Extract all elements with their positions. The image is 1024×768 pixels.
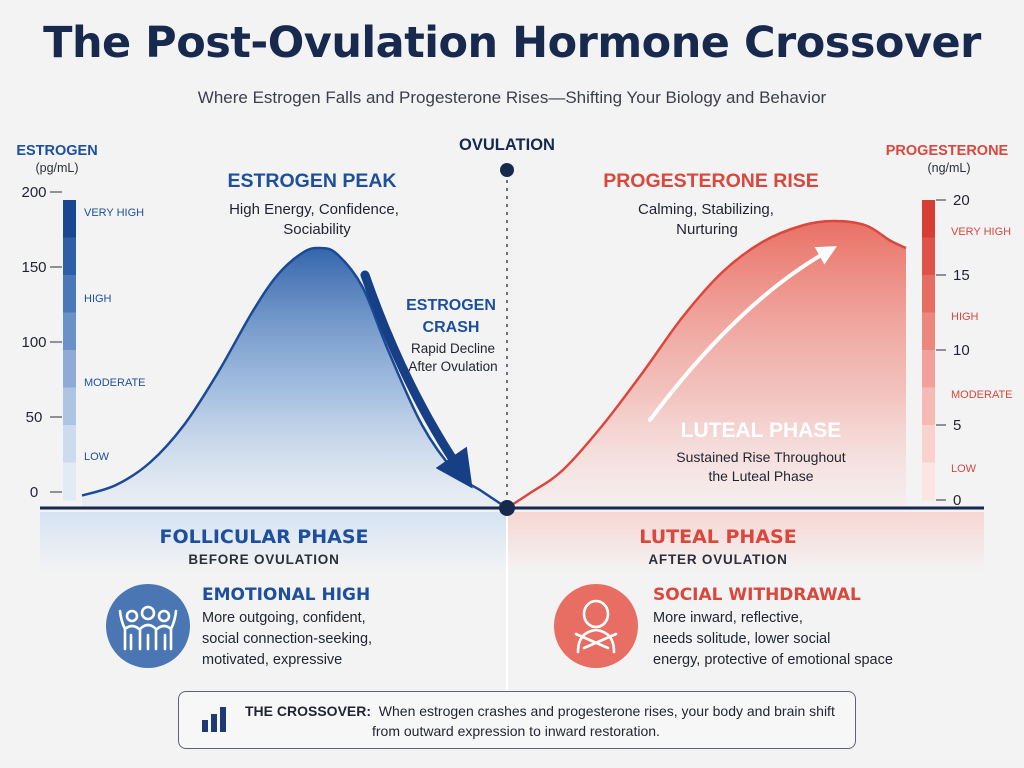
progesterone-tick-label: 20: [953, 192, 970, 209]
progesterone-rise-title: PROGESTERONE RISE: [603, 170, 819, 192]
progesterone-scale-segment: [922, 275, 935, 313]
estrogen-tick-label: 100: [21, 334, 46, 351]
estrogen-axis-unit: (pg/mL): [35, 161, 78, 175]
emotional-high-desc: More outgoing, confident, social connect…: [202, 608, 462, 671]
page-title: The Post-Ovulation Hormone Crossover: [43, 18, 981, 68]
estrogen-tick-label: 50: [26, 409, 43, 426]
estrogen-scale-segment: [63, 312, 76, 351]
progesterone-scale-segment: [922, 387, 935, 426]
ovulation-label: OVULATION: [459, 136, 555, 154]
luteal-phase-sub: AFTER OVULATION: [648, 552, 788, 567]
progesterone-scale-segment: [922, 425, 935, 463]
follicular-phase-label: FOLLICULAR PHASE: [159, 526, 369, 548]
emotional-high-line-3: motivated, expressive: [202, 652, 343, 668]
bar-chart-icon: [202, 707, 226, 732]
estrogen-peak-text-1: High Energy, Confidence,: [229, 201, 399, 218]
estrogen-peak-title: ESTROGEN PEAK: [227, 170, 396, 192]
crossover-line-1: When estrogen crashes and progesterone r…: [378, 703, 835, 719]
estrogen-crash-text-2: After Ovulation: [408, 359, 497, 374]
progesterone-band-label: HIGH: [951, 311, 979, 323]
follicular-panel-bg: [40, 512, 507, 572]
estrogen-band-label: HIGH: [84, 293, 112, 305]
progesterone-scale-segment: [922, 462, 935, 501]
estrogen-crash-text-1: Rapid Decline: [411, 341, 495, 356]
crossover-line-2: from outward expression to inward restor…: [372, 723, 660, 739]
luteal-phase-label: LUTEAL PHASE: [639, 526, 797, 548]
progesterone-band-label: LOW: [951, 463, 977, 475]
estrogen-band-label: VERY HIGH: [84, 207, 144, 219]
progesterone-rise-arrow: [648, 246, 837, 422]
social-withdrawal-line-2: needs solitude, lower social: [653, 631, 831, 647]
progesterone-area: [507, 221, 906, 508]
estrogen-band-label: MODERATE: [84, 377, 146, 389]
progesterone-axis-label: PROGESTERONE: [886, 143, 1009, 159]
estrogen-tick-label: 0: [30, 484, 38, 501]
social-withdrawal-line-3: energy, protective of emotional space: [653, 652, 893, 668]
progesterone-tick-label: 0: [953, 492, 961, 509]
estrogen-scale-bar: [63, 200, 76, 501]
estrogen-scale-segment: [63, 462, 76, 501]
emotional-high-line-1: More outgoing, confident,: [202, 610, 366, 626]
estrogen-scale-segment: [63, 350, 76, 388]
emotional-high-line-2: social connection-seeking,: [202, 631, 373, 647]
estrogen-tick-label: 200: [21, 184, 46, 201]
progesterone-scale-segment: [922, 237, 935, 276]
estrogen-crash-title-2: CRASH: [423, 319, 480, 336]
estrogen-scale-segment: [63, 425, 76, 463]
luteal-panel-bg: [508, 512, 984, 572]
crossover-text: THE CROSSOVER: When estrogen crashes and…: [245, 701, 845, 741]
progesterone-axis-unit: (ng/mL): [927, 161, 970, 175]
estrogen-peak-text-2: Sociability: [283, 221, 351, 238]
ovulation-top-dot: [500, 163, 514, 177]
progesterone-line: [506, 219, 907, 510]
estrogen-band-labels: VERY HIGH HIGH MODERATE LOW: [84, 207, 146, 463]
progesterone-axis-ticks: 0 5 10 15 20: [936, 192, 970, 509]
progesterone-rise-text-2: Nurturing: [676, 221, 738, 238]
emotional-high-title: EMOTIONAL HIGH: [202, 585, 371, 605]
estrogen-scale-segment: [63, 387, 76, 426]
progesterone-band-label: MODERATE: [951, 389, 1013, 401]
page-subtitle: Where Estrogen Falls and Progesterone Ri…: [197, 88, 827, 107]
estrogen-crash-title-1: ESTROGEN: [406, 297, 496, 314]
estrogen-scale-segment: [63, 200, 76, 238]
progesterone-scale-segment: [922, 312, 935, 351]
estrogen-crash-arrow: [360, 270, 473, 489]
estrogen-scale-segment: [63, 237, 76, 276]
self-hug-person-icon: [554, 584, 638, 668]
ovulation-marker: [499, 500, 515, 516]
crossover-label: THE CROSSOVER:: [245, 703, 372, 719]
luteal-area-text-2: the Luteal Phase: [708, 468, 813, 484]
estrogen-tick-label: 150: [21, 259, 46, 276]
progesterone-scale-bar: [922, 200, 935, 501]
group-people-icon: [106, 584, 190, 668]
follicular-phase-sub: BEFORE OVULATION: [188, 552, 340, 567]
estrogen-axis-ticks: 0 50 100 150 200: [21, 184, 62, 501]
estrogen-area: [82, 247, 507, 508]
progesterone-scale-segment: [922, 350, 935, 388]
social-withdrawal-title: SOCIAL WITHDRAWAL: [653, 585, 861, 605]
progesterone-scale-segment: [922, 200, 935, 238]
progesterone-tick-label: 5: [953, 417, 961, 434]
progesterone-band-label: VERY HIGH: [951, 226, 1011, 238]
estrogen-band-label: LOW: [84, 451, 110, 463]
luteal-area-title: LUTEAL PHASE: [681, 419, 842, 442]
progesterone-band-labels: VERY HIGH HIGH MODERATE LOW: [951, 226, 1013, 475]
progesterone-tick-label: 15: [953, 267, 970, 284]
social-withdrawal-desc: More inward, reflective, needs solitude,…: [653, 608, 953, 671]
progesterone-rise-text-1: Calming, Stabilizing,: [638, 201, 774, 218]
crossover-box: THE CROSSOVER: When estrogen crashes and…: [178, 691, 856, 749]
luteal-area-text-1: Sustained Rise Throughout: [676, 449, 846, 465]
social-withdrawal-line-1: More inward, reflective,: [653, 610, 803, 626]
estrogen-axis-label: ESTROGEN: [16, 143, 97, 159]
progesterone-tick-label: 10: [953, 342, 970, 359]
estrogen-scale-segment: [63, 275, 76, 313]
